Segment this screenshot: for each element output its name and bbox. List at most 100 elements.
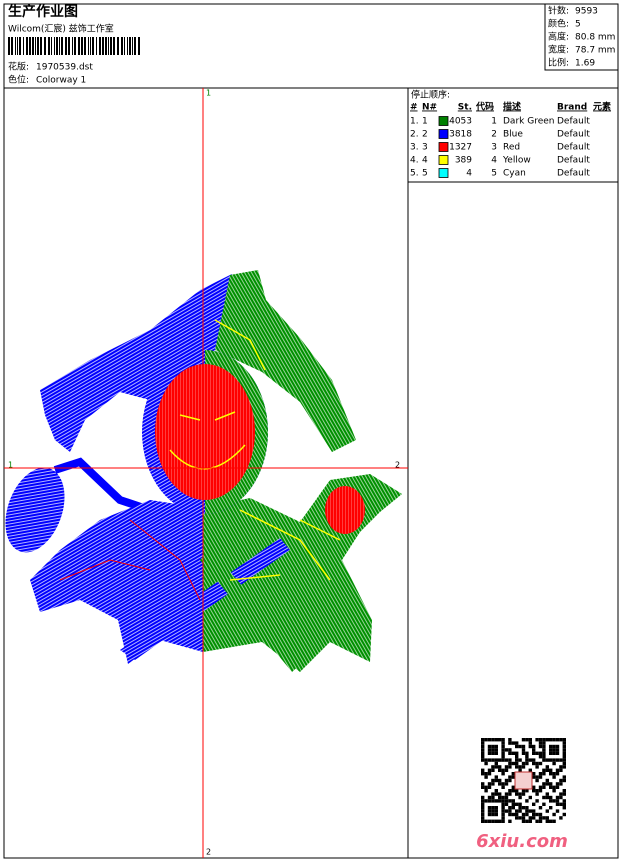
qr-cell	[484, 789, 488, 793]
qr-cell	[481, 755, 485, 759]
qr-cell	[498, 738, 502, 742]
qr-cell	[494, 765, 498, 769]
qr-cell	[494, 812, 498, 817]
qr-cell	[504, 792, 509, 796]
qr-cell	[491, 744, 495, 749]
qr-cell	[552, 761, 556, 766]
qr-cell	[549, 785, 553, 789]
qr-cell	[528, 795, 532, 800]
description: Blue	[503, 130, 523, 140]
qr-cell	[501, 744, 505, 749]
qr-cell	[481, 744, 485, 749]
column-header: 元素	[593, 101, 611, 113]
qr-cell	[562, 806, 566, 810]
row-index: 2.	[410, 130, 419, 140]
qr-cell	[542, 802, 546, 806]
qr-cell	[491, 809, 495, 813]
info-value: 5	[575, 20, 581, 30]
qr-cell	[515, 755, 519, 759]
bar	[35, 37, 36, 55]
qr-cell	[538, 775, 543, 779]
qr-cell	[555, 785, 560, 789]
qr-cell	[487, 768, 492, 772]
column-header: St.	[458, 103, 472, 113]
qr-cell	[491, 748, 495, 752]
qr-cell	[494, 799, 498, 803]
qr-cell	[515, 765, 519, 769]
qr-cell	[535, 799, 539, 803]
color-swatch	[438, 116, 449, 126]
qr-cell	[559, 778, 563, 783]
qr-cell	[542, 744, 546, 749]
qr-cell	[491, 795, 495, 800]
bar	[48, 37, 50, 55]
qr-cell	[555, 751, 560, 755]
barcode	[8, 37, 140, 55]
info-label: 颜色:	[548, 18, 569, 30]
bar	[56, 37, 58, 55]
qr-cell	[552, 744, 556, 749]
qr-cell	[525, 751, 529, 755]
qr-cell	[538, 741, 543, 745]
qr-cell	[494, 778, 498, 783]
qr-cell	[515, 789, 519, 793]
bar	[65, 37, 67, 55]
qr-cell	[494, 748, 498, 752]
qr-cell	[545, 816, 549, 820]
design: 1970539.dst	[36, 63, 93, 73]
qr-cell	[528, 768, 532, 772]
qr-cell	[545, 778, 549, 783]
qr-cell	[484, 761, 488, 766]
qr-cell	[559, 738, 563, 742]
qr-cell	[487, 799, 492, 803]
bar	[74, 37, 76, 55]
qr-cell	[491, 758, 495, 762]
qr-cell	[491, 799, 495, 803]
qr-cell	[518, 795, 522, 800]
qr-cell	[501, 802, 505, 806]
qr-cell	[494, 819, 498, 823]
qr-cell	[508, 809, 512, 813]
qr-cell	[545, 819, 549, 823]
qr-cell	[511, 761, 515, 766]
qr-cell	[562, 765, 566, 769]
qr-cell	[538, 755, 543, 759]
qr-cell	[491, 782, 495, 786]
column-header: 代码	[475, 101, 494, 113]
qr-cell	[542, 816, 546, 820]
stitches: 3818	[449, 130, 472, 140]
axis-label: 2	[206, 848, 211, 857]
qr-cell	[559, 782, 563, 786]
qr-cell	[504, 802, 509, 806]
qr-cell	[532, 772, 536, 776]
qr-cell	[501, 799, 505, 803]
needle: 4	[422, 156, 428, 166]
bar	[127, 37, 128, 55]
qr-cell	[562, 789, 566, 793]
axis-label: 1	[206, 89, 211, 98]
qr-cell	[532, 751, 536, 755]
qr-cell	[555, 809, 560, 813]
qr-cell	[525, 809, 529, 813]
bar	[108, 37, 109, 55]
qr-cell	[542, 772, 546, 776]
qr-cell	[494, 806, 498, 810]
qr-cell	[491, 806, 495, 810]
qr-cell	[559, 768, 563, 772]
color-swatch	[438, 142, 449, 152]
qr-cell	[511, 812, 515, 817]
qr-cell	[508, 789, 512, 793]
qr-cell	[528, 744, 532, 749]
qr-cell	[508, 792, 512, 796]
qr-cell	[532, 789, 536, 793]
qr-cell	[555, 758, 560, 762]
qr-cell	[504, 748, 509, 752]
qr-cell	[528, 819, 532, 823]
qr-cell	[542, 768, 546, 772]
qr-cell	[521, 816, 526, 820]
qr-cell	[549, 795, 553, 800]
qr-cell	[515, 744, 519, 749]
qr-cell	[549, 744, 553, 749]
qr-cell	[549, 738, 553, 742]
qr-cell	[532, 744, 536, 749]
